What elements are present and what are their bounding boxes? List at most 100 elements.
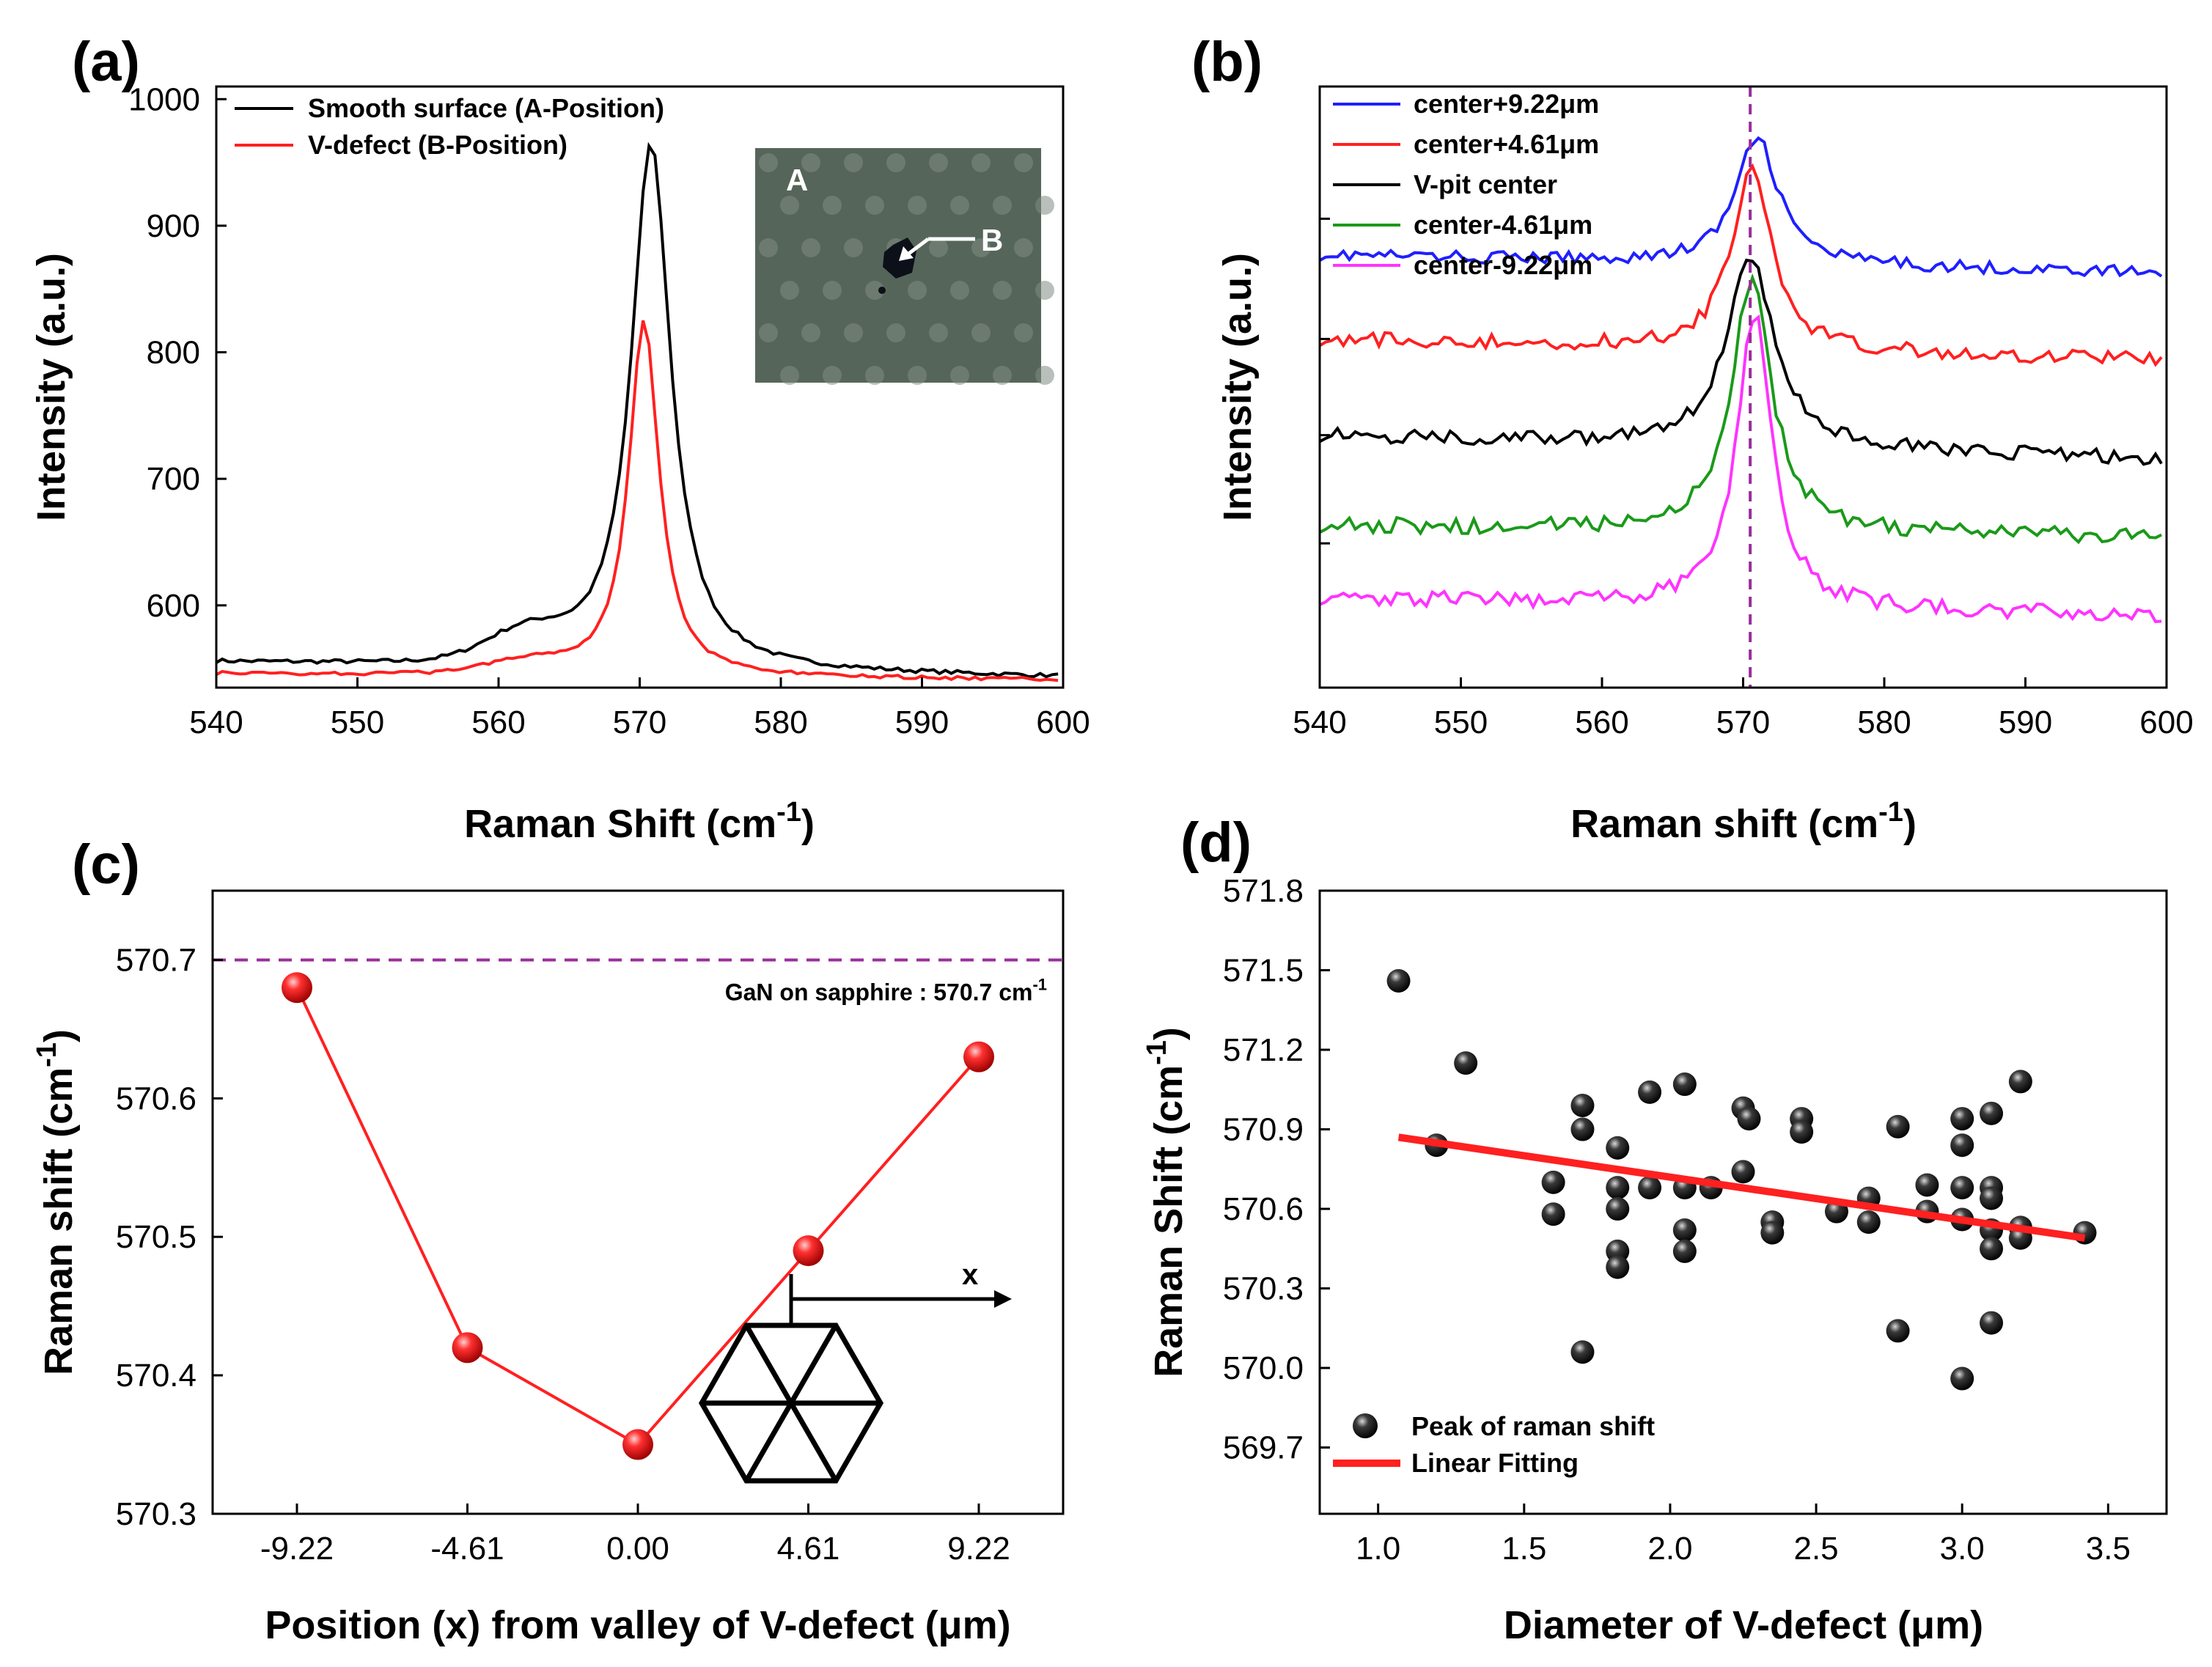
panel-label-a: (a)	[72, 31, 140, 93]
inset-surface-dot	[950, 196, 969, 215]
series-line-c	[295, 987, 980, 1447]
d-ytick-label: 571.5	[1223, 953, 1304, 989]
inset-surface-dot	[950, 281, 969, 300]
x-axis-label-c: Position (x) from valley of V-defect (μm…	[265, 1603, 1010, 1647]
a-xtick-label: 580	[754, 704, 807, 740]
b-xtick-label: 570	[1716, 704, 1770, 740]
a-xtick-label: 600	[1036, 704, 1090, 740]
inset-surface-dot	[865, 281, 884, 300]
a-ytick-label: 1000	[128, 81, 200, 117]
data-point-d	[1980, 1186, 2004, 1210]
legend-label-smooth: Smooth surface (A-Position)	[308, 93, 664, 123]
y-axis-label-d: Raman Shift (cm-1)	[1142, 1027, 1191, 1377]
data-point-d	[1950, 1176, 1974, 1200]
inset-surface-dot	[801, 238, 820, 257]
data-point-d	[1606, 1255, 1630, 1279]
b-xtick-label: 600	[2139, 704, 2193, 740]
legend-label-plus922: center+9.22μm	[1414, 89, 1599, 119]
data-point-c	[452, 1332, 483, 1364]
d-xtick-label: 1.5	[1502, 1531, 1546, 1567]
series-line-b-2	[1319, 258, 2163, 466]
legend-d: Peak of raman shift Linear Fitting	[1333, 1411, 1655, 1478]
inset-surface-dot	[844, 153, 863, 172]
hexagon-schematic: x	[698, 1259, 1012, 1484]
d-ytick-label: 571.8	[1223, 873, 1304, 909]
data-point-d	[1570, 1117, 1595, 1141]
data-point-d	[1980, 1237, 2004, 1261]
a-ytick-label: 600	[147, 588, 200, 624]
data-point-d	[1731, 1160, 1755, 1184]
data-point-d	[1606, 1176, 1630, 1200]
legend-label-plus461: center+4.61μm	[1414, 129, 1599, 159]
data-point-c	[963, 1041, 995, 1072]
d-xtick-label: 2.0	[1647, 1531, 1692, 1567]
data-point-d	[1737, 1107, 1761, 1131]
legend-label-vdefect: V-defect (B-Position)	[308, 130, 567, 160]
inset-micrograph: A B	[755, 148, 1054, 385]
inset-surface-dot	[929, 323, 948, 342]
data-point-d	[2008, 1070, 2032, 1094]
series-line-b-4	[1319, 314, 2162, 623]
d-xtick-label: 3.0	[1940, 1531, 1985, 1567]
inset-surface-dot	[886, 323, 905, 342]
chart-panel-c: GaN on sapphire : 570.7 cm-1 -9.22 -4.61 0…	[32, 889, 1065, 1647]
data-point-c	[622, 1429, 653, 1460]
chart-panel-a: 540 550 560 570 580 590 600 600 700 800 900 1000 Ra…	[29, 81, 1090, 846]
data-point-d	[1541, 1202, 1565, 1226]
inset-surface-dot	[801, 153, 820, 172]
data-point-d	[1638, 1176, 1662, 1200]
inset-surface-dot	[993, 196, 1012, 215]
x-axis-label-b: Raman shift (cm-1)	[1570, 797, 1917, 846]
a-xtick-label: 540	[189, 704, 243, 740]
axis-ticks-c: -9.22 -4.61 0.00 4.61 9.22 570.3 570.4 570.5 570…	[116, 942, 1010, 1567]
plot-area-a	[215, 141, 1059, 682]
inset-surface-dot	[929, 153, 948, 172]
c-xtick-label: 4.61	[777, 1531, 840, 1567]
chart-panel-b: 540 550 560 570 580 590 600 Raman shift (cm-1)…	[1216, 85, 2194, 846]
a-xtick-label: 590	[895, 704, 949, 740]
inset-surface-dot	[993, 366, 1012, 385]
d-ytick-label: 570.9	[1223, 1112, 1304, 1148]
inset-surface-dot	[780, 196, 799, 215]
inset-surface-dot	[993, 281, 1012, 300]
a-xtick-label: 570	[613, 704, 666, 740]
series-line-a-1	[216, 320, 1059, 682]
inset-label-b: B	[981, 223, 1003, 257]
d-xtick-label: 1.0	[1356, 1531, 1400, 1567]
b-xtick-label: 550	[1434, 704, 1488, 740]
data-point-d	[1980, 1311, 2004, 1335]
inset-small-pit	[878, 287, 886, 294]
d-ytick-label: 571.2	[1223, 1032, 1304, 1068]
inset-surface-dot	[759, 153, 778, 172]
a-ytick-label: 700	[147, 461, 200, 497]
c-xtick-label: 9.22	[947, 1531, 1010, 1567]
d-ytick-label: 569.7	[1223, 1430, 1304, 1466]
b-xtick-label: 590	[1999, 704, 2052, 740]
inset-surface-dot	[908, 366, 927, 385]
y-axis-label-a: Intensity (a.u.)	[29, 253, 73, 521]
axis-ticks-d: 1.0 1.5 2.0 2.5 3.0 3.5 569.7 570.0 570.3 570.6 57…	[1223, 873, 2131, 1567]
series-line-b-3	[1319, 273, 2162, 545]
c-ytick-label: 570.3	[116, 1496, 196, 1532]
data-point-d	[1950, 1133, 1974, 1158]
a-ytick-label: 900	[147, 208, 200, 244]
c-ytick-label: 570.4	[116, 1358, 196, 1394]
data-point-d	[1570, 1093, 1595, 1117]
data-point-d	[1980, 1101, 2004, 1125]
inset-label-a: A	[786, 163, 808, 197]
data-point-d	[1606, 1197, 1630, 1221]
data-point-d	[1570, 1340, 1595, 1364]
inset-surface-dot	[759, 238, 778, 257]
inset-surface-dot	[865, 366, 884, 385]
axis-ticks-a: 540 550 560 570 580 590 600 600 700 800 900 1000	[128, 81, 1090, 740]
data-point-d	[1790, 1120, 1814, 1144]
series-line-b-1	[1318, 163, 2163, 367]
schematic-x-label: x	[962, 1259, 978, 1291]
data-point-d	[1386, 968, 1411, 993]
inset-surface-dot	[1035, 196, 1054, 215]
chart-panel-d: 1.0 1.5 2.0 2.5 3.0 3.5 569.7 570.0 570.3 570.6 57…	[1142, 873, 2168, 1647]
inset-surface-dot	[844, 323, 863, 342]
plot-area-d	[1386, 968, 2097, 1391]
inset-surface-dot	[844, 238, 863, 257]
plot-frame-d	[1318, 889, 2168, 1515]
